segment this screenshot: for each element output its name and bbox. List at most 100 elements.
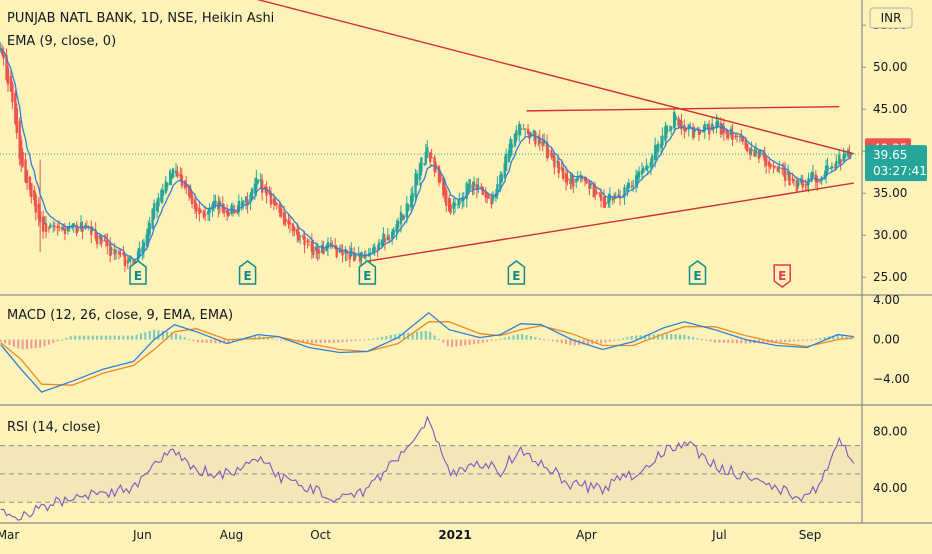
candle-body-153 [322, 248, 325, 254]
candle-body-204 [430, 157, 433, 159]
candle-body-31 [63, 228, 67, 234]
candle-body-193 [407, 204, 410, 211]
rsi-tick-label-1: 40.00 [873, 481, 907, 495]
macd-histogram-bar-101 [442, 339, 445, 343]
macd-histogram-bar-80 [350, 339, 353, 342]
candle-body-140 [296, 229, 299, 235]
macd-histogram-bar-102 [446, 339, 449, 347]
candle-body-208 [439, 174, 442, 181]
macd-histogram-bar-124 [543, 339, 546, 341]
candle-body-20 [41, 216, 45, 232]
macd-histogram-bar-52 [227, 339, 230, 344]
candle-body-222 [468, 179, 471, 190]
candle-body-324 [684, 127, 688, 132]
candle-body-344 [726, 132, 730, 139]
macd-histogram-bar-33 [144, 332, 147, 340]
candle-body-2 [2, 51, 5, 59]
macd-histogram-bar-53 [231, 339, 234, 343]
macd-histogram-bar-111 [486, 339, 489, 342]
candle-body-113 [237, 200, 241, 213]
macd-histogram-bar-2 [8, 339, 11, 345]
candle-body-150 [316, 248, 319, 254]
candle-body-152 [320, 245, 324, 253]
candle-body-188 [396, 220, 400, 229]
candle-body-241 [509, 139, 512, 157]
candle-body-32 [66, 226, 70, 232]
candle-body-139 [293, 227, 296, 232]
candle-body-301 [636, 174, 639, 181]
candle-body-128 [269, 192, 273, 205]
candle-body-176 [372, 247, 375, 254]
candle-body-279 [589, 183, 593, 185]
macd-histogram-bar-174 [762, 339, 765, 343]
candle-body-320 [677, 118, 680, 126]
candle-body-366 [773, 166, 777, 168]
macd-histogram-bar-82 [359, 339, 362, 341]
candle-body-365 [772, 165, 775, 168]
candle-body-8 [15, 108, 18, 134]
trendline-1 [367, 182, 854, 262]
candle-body-199 [420, 157, 423, 172]
macd-histogram-bar-167 [731, 339, 734, 344]
candle-body-78 [164, 181, 167, 193]
candle-body-181 [382, 233, 385, 243]
candle-body-394 [833, 167, 837, 169]
macd-histogram-bar-13 [56, 339, 59, 342]
macd-histogram-bar-23 [100, 335, 103, 340]
macd-histogram-bar-35 [153, 329, 156, 340]
candle-body-12 [24, 159, 27, 182]
candle-body-209 [442, 177, 445, 196]
candle-body-196 [414, 173, 417, 198]
candle-body-270 [570, 174, 574, 182]
candle-body-136 [287, 220, 290, 225]
symbol-title: PUNJAB NATL BANK, 1D, NSE, Heikin Ashi [7, 11, 274, 26]
candle-body-18 [37, 203, 40, 219]
candle-body-58 [122, 252, 125, 255]
candle-body-102 [214, 200, 217, 205]
macd-histogram-bar-42 [183, 337, 186, 340]
macd-histogram-bar-34 [148, 330, 151, 340]
macd-tick-label-0: 4.00 [873, 293, 900, 307]
candle-body-218 [461, 197, 464, 202]
macd-histogram-bar-70 [306, 339, 309, 344]
candle-body-197 [415, 173, 419, 186]
macd-histogram-bar-97 [424, 330, 427, 340]
candle-body-264 [557, 161, 560, 174]
macd-histogram-bar-116 [508, 336, 511, 340]
candle-body-257 [542, 140, 546, 144]
macd-histogram-bar-194 [849, 337, 852, 340]
candle-body-347 [734, 135, 737, 137]
candle-body-70 [147, 228, 150, 241]
candle-body-104 [218, 200, 222, 206]
macd-histogram-bar-142 [622, 338, 625, 340]
macd-histogram-bar-39 [170, 332, 173, 340]
candle-body-67 [141, 246, 144, 253]
candle-body-362 [764, 157, 768, 166]
candle-body-131 [275, 203, 278, 205]
macd-histogram-bar-96 [420, 331, 423, 340]
candle-body-389 [823, 174, 826, 179]
candle-body-379 [801, 181, 804, 188]
candle-body-24 [49, 224, 52, 228]
candle-body-107 [225, 210, 229, 214]
candle-body-225 [475, 184, 479, 191]
candle-body-376 [795, 180, 799, 191]
candle-body-308 [651, 155, 654, 165]
candle-body-343 [725, 129, 728, 135]
macd-histogram-bar-104 [455, 339, 458, 347]
candle-body-161 [339, 250, 343, 253]
macd-histogram-bar-126 [551, 339, 554, 342]
candle-body-211 [445, 190, 448, 206]
candle-body-144 [303, 236, 306, 246]
candle-body-190 [401, 218, 404, 220]
macd-histogram-bar-115 [503, 337, 506, 340]
candle-body-220 [465, 183, 468, 200]
candle-body-97 [204, 214, 207, 216]
macd-histogram-bar-179 [784, 339, 787, 343]
candle-body-233 [491, 195, 495, 201]
macd-histogram-bar-28 [122, 335, 125, 340]
macd-histogram-bar-77 [337, 339, 340, 343]
candle-body-224 [472, 181, 476, 187]
candle-body-319 [674, 116, 677, 120]
